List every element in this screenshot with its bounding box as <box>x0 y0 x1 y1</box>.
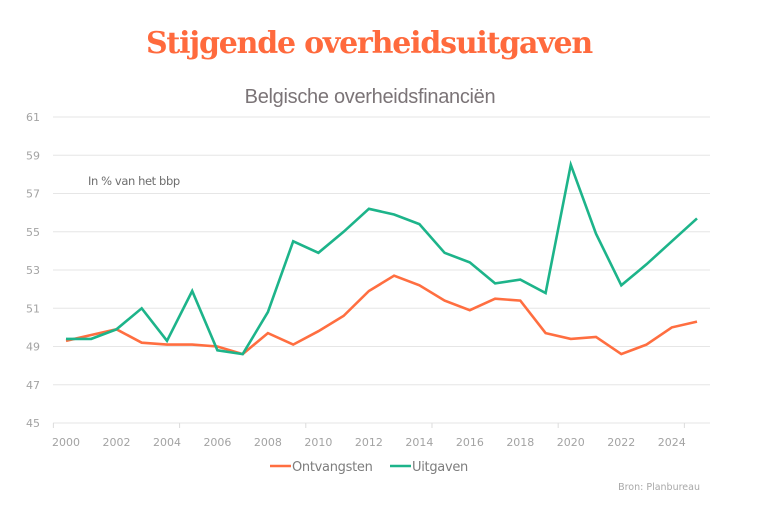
data-point-ontvangsten-2021[interactable] <box>593 334 599 340</box>
data-point-uitgaven-2017[interactable] <box>492 280 498 286</box>
data-point-ontvangsten-2022[interactable] <box>618 351 624 357</box>
legend-label-uitgaven[interactable]: Uitgaven <box>412 460 468 475</box>
data-point-ontvangsten-2003[interactable] <box>139 340 145 346</box>
x-tick-label: 2008 <box>254 436 282 449</box>
data-point-ontvangsten-2005[interactable] <box>189 342 195 348</box>
y-tick-label: 53 <box>26 264 40 277</box>
x-tick-label: 2022 <box>607 436 635 449</box>
data-point-uitgaven-2008[interactable] <box>265 309 271 315</box>
data-point-uitgaven-2012[interactable] <box>366 206 372 212</box>
y-tick-label: 61 <box>26 111 40 124</box>
data-point-uitgaven-2024[interactable] <box>669 238 675 244</box>
y-tick-label: 45 <box>26 417 40 430</box>
y-tick-label: 55 <box>26 226 40 239</box>
series-line-ontvangsten[interactable] <box>65 274 698 356</box>
data-point-uitgaven-2005[interactable] <box>189 288 195 294</box>
data-point-uitgaven-2011[interactable] <box>341 229 347 235</box>
data-point-ontvangsten-2018[interactable] <box>517 298 523 304</box>
data-point-ontvangsten-2016[interactable] <box>467 307 473 313</box>
legend: Ontvangsten Uitgaven <box>270 460 468 475</box>
data-point-uitgaven-2015[interactable] <box>442 250 448 256</box>
data-point-uitgaven-2013[interactable] <box>391 212 397 218</box>
data-point-ontvangsten-2010[interactable] <box>315 328 321 334</box>
data-point-uitgaven-2010[interactable] <box>315 250 321 256</box>
y-tick-label: 47 <box>26 379 40 392</box>
x-tick-label: 2024 <box>658 436 686 449</box>
legend-label-ontvangsten[interactable]: Ontvangsten <box>292 460 373 475</box>
data-point-ontvangsten-2009[interactable] <box>290 342 296 348</box>
data-point-ontvangsten-2019[interactable] <box>543 330 549 336</box>
data-point-ontvangsten-2012[interactable] <box>366 288 372 294</box>
x-tick-label: 2000 <box>52 436 80 449</box>
data-point-ontvangsten-2015[interactable] <box>442 298 448 304</box>
data-point-ontvangsten-2020[interactable] <box>568 336 574 342</box>
unit-annotation: In % van het bbp <box>88 174 180 188</box>
data-point-ontvangsten-2025[interactable] <box>694 319 700 325</box>
data-point-uitgaven-2023[interactable] <box>644 261 650 267</box>
y-tick-label: 57 <box>26 188 40 201</box>
series <box>63 159 700 357</box>
data-point-ontvangsten-2011[interactable] <box>341 313 347 319</box>
y-tick-label: 51 <box>26 302 40 315</box>
x-tick-label: 2012 <box>355 436 383 449</box>
x-tick-label: 2002 <box>102 436 130 449</box>
data-point-ontvangsten-2013[interactable] <box>391 273 397 279</box>
data-point-ontvangsten-2014[interactable] <box>416 282 422 288</box>
series-line-uitgaven[interactable] <box>66 159 698 356</box>
y-tick-label: 49 <box>26 341 40 354</box>
data-point-uitgaven-2021[interactable] <box>593 231 599 237</box>
data-point-ontvangsten-2017[interactable] <box>492 296 498 302</box>
data-point-uitgaven-2025[interactable] <box>694 215 700 221</box>
page-title: Stijgende overheidsuitgaven <box>145 26 593 61</box>
source-note: Bron: Planbureau <box>618 482 700 493</box>
data-point-uitgaven-2022[interactable] <box>618 282 624 288</box>
x-tick-label: 2020 <box>557 436 585 449</box>
data-point-ontvangsten-2023[interactable] <box>644 342 650 348</box>
y-axis: 45 47 49 51 53 55 57 59 61 <box>26 111 40 430</box>
data-point-uitgaven-2014[interactable] <box>416 221 422 227</box>
x-tick-label: 2004 <box>153 436 181 449</box>
data-point-uitgaven-2001[interactable] <box>88 336 94 342</box>
y-tick-label: 59 <box>26 149 40 162</box>
data-point-uitgaven-2004[interactable] <box>164 338 170 344</box>
data-point-ontvangsten-2024[interactable] <box>669 324 675 330</box>
x-tick-label: 2016 <box>456 436 484 449</box>
data-point-uitgaven-2016[interactable] <box>467 259 473 265</box>
data-point-uitgaven-2019[interactable] <box>543 290 549 296</box>
data-point-uitgaven-2020[interactable] <box>568 162 574 168</box>
chart-subtitle: Belgische overheidsfinanciën <box>244 86 496 108</box>
gridlines <box>53 116 710 424</box>
data-point-uitgaven-2006[interactable] <box>214 347 220 353</box>
x-tick-label: 2014 <box>405 436 433 449</box>
x-tick-label: 2018 <box>506 436 534 449</box>
x-tick-label: 2010 <box>304 436 332 449</box>
data-point-uitgaven-2003[interactable] <box>139 305 145 311</box>
data-point-ontvangsten-2008[interactable] <box>265 330 271 336</box>
data-point-uitgaven-2002[interactable] <box>113 326 119 332</box>
data-point-uitgaven-2009[interactable] <box>290 238 296 244</box>
x-tick-label: 2006 <box>203 436 231 449</box>
x-axis: 2000 2002 2004 2006 2008 2010 2012 2014 2016 2018… <box>52 423 686 449</box>
data-point-uitgaven-2007[interactable] <box>240 351 246 357</box>
data-point-uitgaven-2018[interactable] <box>517 277 523 283</box>
data-point-uitgaven-2000[interactable] <box>63 336 69 342</box>
